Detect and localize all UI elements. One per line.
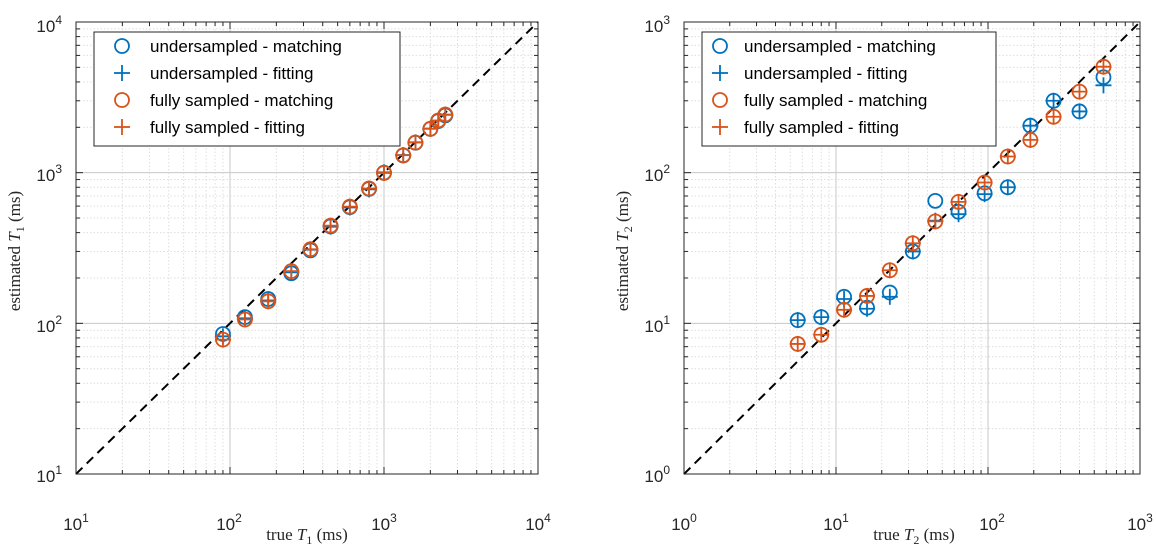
t1-series-3-point <box>341 198 358 215</box>
t1-series-3-point <box>407 134 424 151</box>
t1-series-3-point <box>322 217 339 234</box>
t2-ytick-label-3: 103 <box>644 13 670 36</box>
t2-xtick-label-3: 103 <box>1127 511 1153 534</box>
t2-legend-markers <box>712 38 728 135</box>
t1-ytick-label-0: 101 <box>36 463 62 486</box>
t2-series-3-point <box>1095 58 1112 75</box>
t1-legend-marker-3 <box>114 119 130 135</box>
t2-legend-entry-2: fully sampled - matching <box>744 91 927 110</box>
t1-y-axis-label: estimated T1 (ms) <box>5 191 27 311</box>
t2-legend-marker-1 <box>712 65 728 81</box>
t1-legend-entry-2: fully sampled - matching <box>150 91 333 110</box>
t2-series-3-point <box>927 213 944 230</box>
t2-ytick-label-0: 100 <box>644 463 670 486</box>
t1-xtick-label-3: 104 <box>525 511 551 534</box>
t2-ticks <box>683 21 1141 475</box>
t1-series-3-point <box>437 106 454 123</box>
t1-series-3-point <box>395 147 412 164</box>
t2-series-1-point <box>1071 103 1088 120</box>
t1-legend-marker-1 <box>114 65 130 81</box>
t2-series-3-point <box>1071 83 1088 100</box>
t2-legend-entry-3: fully sampled - fitting <box>744 118 899 137</box>
t1-legend: undersampled - matching undersampled - f… <box>93 31 401 147</box>
t1-series-3-point <box>214 331 231 348</box>
t2-series-3-point <box>1045 108 1062 125</box>
t2-legend-marker-0 <box>712 38 728 54</box>
t1-ytick-label-2: 103 <box>36 162 62 185</box>
t2-series-3-point <box>999 148 1016 165</box>
t1-legend-entry-3: fully sampled - fitting <box>150 118 305 137</box>
t1-legend-entry-0: undersampled - matching <box>150 37 342 56</box>
t1-ytick-label-3: 104 <box>36 13 62 36</box>
t1-identity-line <box>75 21 539 475</box>
t1-series-3-point <box>376 164 392 181</box>
t1-legend-markers <box>114 38 130 135</box>
t1-series-3-point <box>283 263 300 280</box>
t1-xtick-label-1: 102 <box>216 511 242 534</box>
t1-xtick-label-0: 101 <box>63 511 89 534</box>
t1-series-3-point <box>302 241 319 258</box>
t2-series-3-point <box>836 301 853 318</box>
t2-legend-box <box>701 31 997 147</box>
t1-legend-box <box>93 31 401 147</box>
t2-series-3-point <box>976 174 993 191</box>
t2-series-1-point <box>789 312 806 329</box>
t2-series-3-point <box>950 193 967 210</box>
plot-t1: 101 102 103 104 101 102 103 104 true T1 … <box>5 13 551 547</box>
t2-series-3-point <box>859 287 876 304</box>
t2-legend-marker-3 <box>712 119 728 135</box>
t2-series-1-point <box>813 309 830 326</box>
t2-data-markers <box>789 58 1112 352</box>
plot-t2: 100 101 102 103 100 101 102 103 true T2 … <box>613 13 1153 547</box>
t2-series-3-point <box>813 326 830 343</box>
t1-xtick-label-2: 103 <box>371 511 397 534</box>
t2-ytick-label-1: 101 <box>644 313 670 336</box>
t1-legend-entry-1: undersampled - fitting <box>150 64 313 83</box>
t1-data-markers <box>214 106 454 348</box>
t1-x-axis-label: true T1 (ms) <box>266 525 348 547</box>
t1-ytick-label-1: 102 <box>36 313 62 336</box>
t1-ticks <box>75 21 539 475</box>
t2-xtick-label-0: 100 <box>671 511 697 534</box>
t2-series-3-point <box>789 335 806 352</box>
t2-x-axis-label: true T2 (ms) <box>873 525 955 547</box>
t2-xtick-label-2: 102 <box>979 511 1005 534</box>
t2-legend-entry-1: undersampled - fitting <box>744 64 907 83</box>
t1-series-3-point <box>361 180 378 197</box>
t2-series-1-point <box>999 179 1016 196</box>
t2-y-axis-label: estimated T2 (ms) <box>613 191 635 311</box>
t1-series-3-point <box>236 311 253 328</box>
t2-series-3-point <box>1022 131 1039 148</box>
t2-series-1-point <box>881 288 898 305</box>
t2-legend-entry-0: undersampled - matching <box>744 37 936 56</box>
t2-series-3-point <box>904 235 921 252</box>
t1-legend-marker-2 <box>114 92 130 108</box>
t2-xtick-label-1: 101 <box>823 511 849 534</box>
t2-series-3-point <box>881 262 898 279</box>
t2-series-0-point <box>927 192 944 209</box>
t2-series-1-point <box>1095 77 1112 94</box>
t2-axes-frame <box>683 21 1141 475</box>
t2-legend-marker-2 <box>712 92 728 108</box>
t1-series-3-point <box>422 120 439 137</box>
t1-legend-marker-0 <box>114 38 130 54</box>
t2-ytick-label-2: 102 <box>644 162 670 185</box>
t2-legend: undersampled - matching undersampled - f… <box>701 31 997 147</box>
t2-series-1-point <box>1045 92 1062 109</box>
t1-axes-frame <box>75 21 539 475</box>
t1-series-3-point <box>260 293 277 310</box>
t2-series-1-point <box>1022 117 1039 134</box>
